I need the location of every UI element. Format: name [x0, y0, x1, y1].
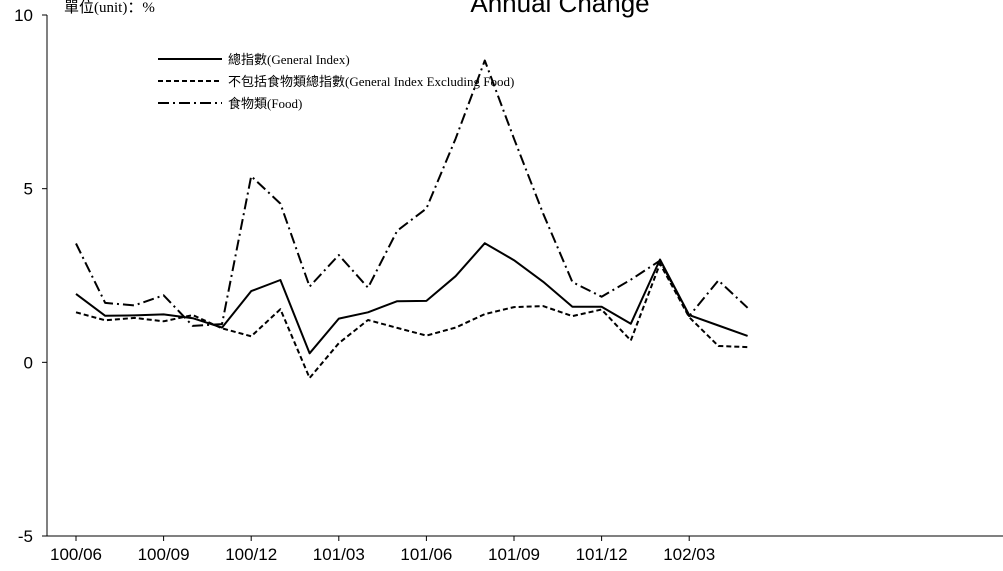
x-tick-label: 100/12: [225, 545, 277, 564]
y-tick-label: -5: [18, 527, 33, 546]
legend-label: 總指數(General Index): [228, 52, 350, 67]
chart-title: Annual Change: [470, 0, 649, 18]
unit-label: 單位(unit)：%: [64, 0, 155, 16]
x-tick-label: 102/03: [663, 545, 715, 564]
legend-label: 食物類(Food): [228, 96, 302, 111]
x-tick-label: 101/09: [488, 545, 540, 564]
x-tick-label: 101/06: [400, 545, 452, 564]
series-lines: [75, 59, 749, 379]
series-line-2: [75, 59, 749, 327]
x-tick-label: 101/03: [313, 545, 365, 564]
y-tick-label: 5: [24, 180, 33, 199]
y-tick-label: 10: [14, 6, 33, 25]
x-tick-label: 101/12: [576, 545, 628, 564]
series-line-1: [75, 262, 748, 379]
x-axis-ticks: 100/06 100/09 100/12 101/03 101/06 101/09 101/…: [50, 536, 715, 564]
legend: 總指數(General Index) 不包括食物類總指數(General Inde…: [158, 52, 514, 111]
x-tick-label: 100/09: [138, 545, 190, 564]
x-tick-label: 100/06: [50, 545, 102, 564]
y-tick-label: 0: [24, 353, 33, 372]
legend-label: 不包括食物類總指數(General Index Excluding Food): [228, 74, 514, 89]
series-line-0: [75, 242, 748, 355]
y-axis-ticks: -5 0 5 10: [14, 6, 47, 546]
